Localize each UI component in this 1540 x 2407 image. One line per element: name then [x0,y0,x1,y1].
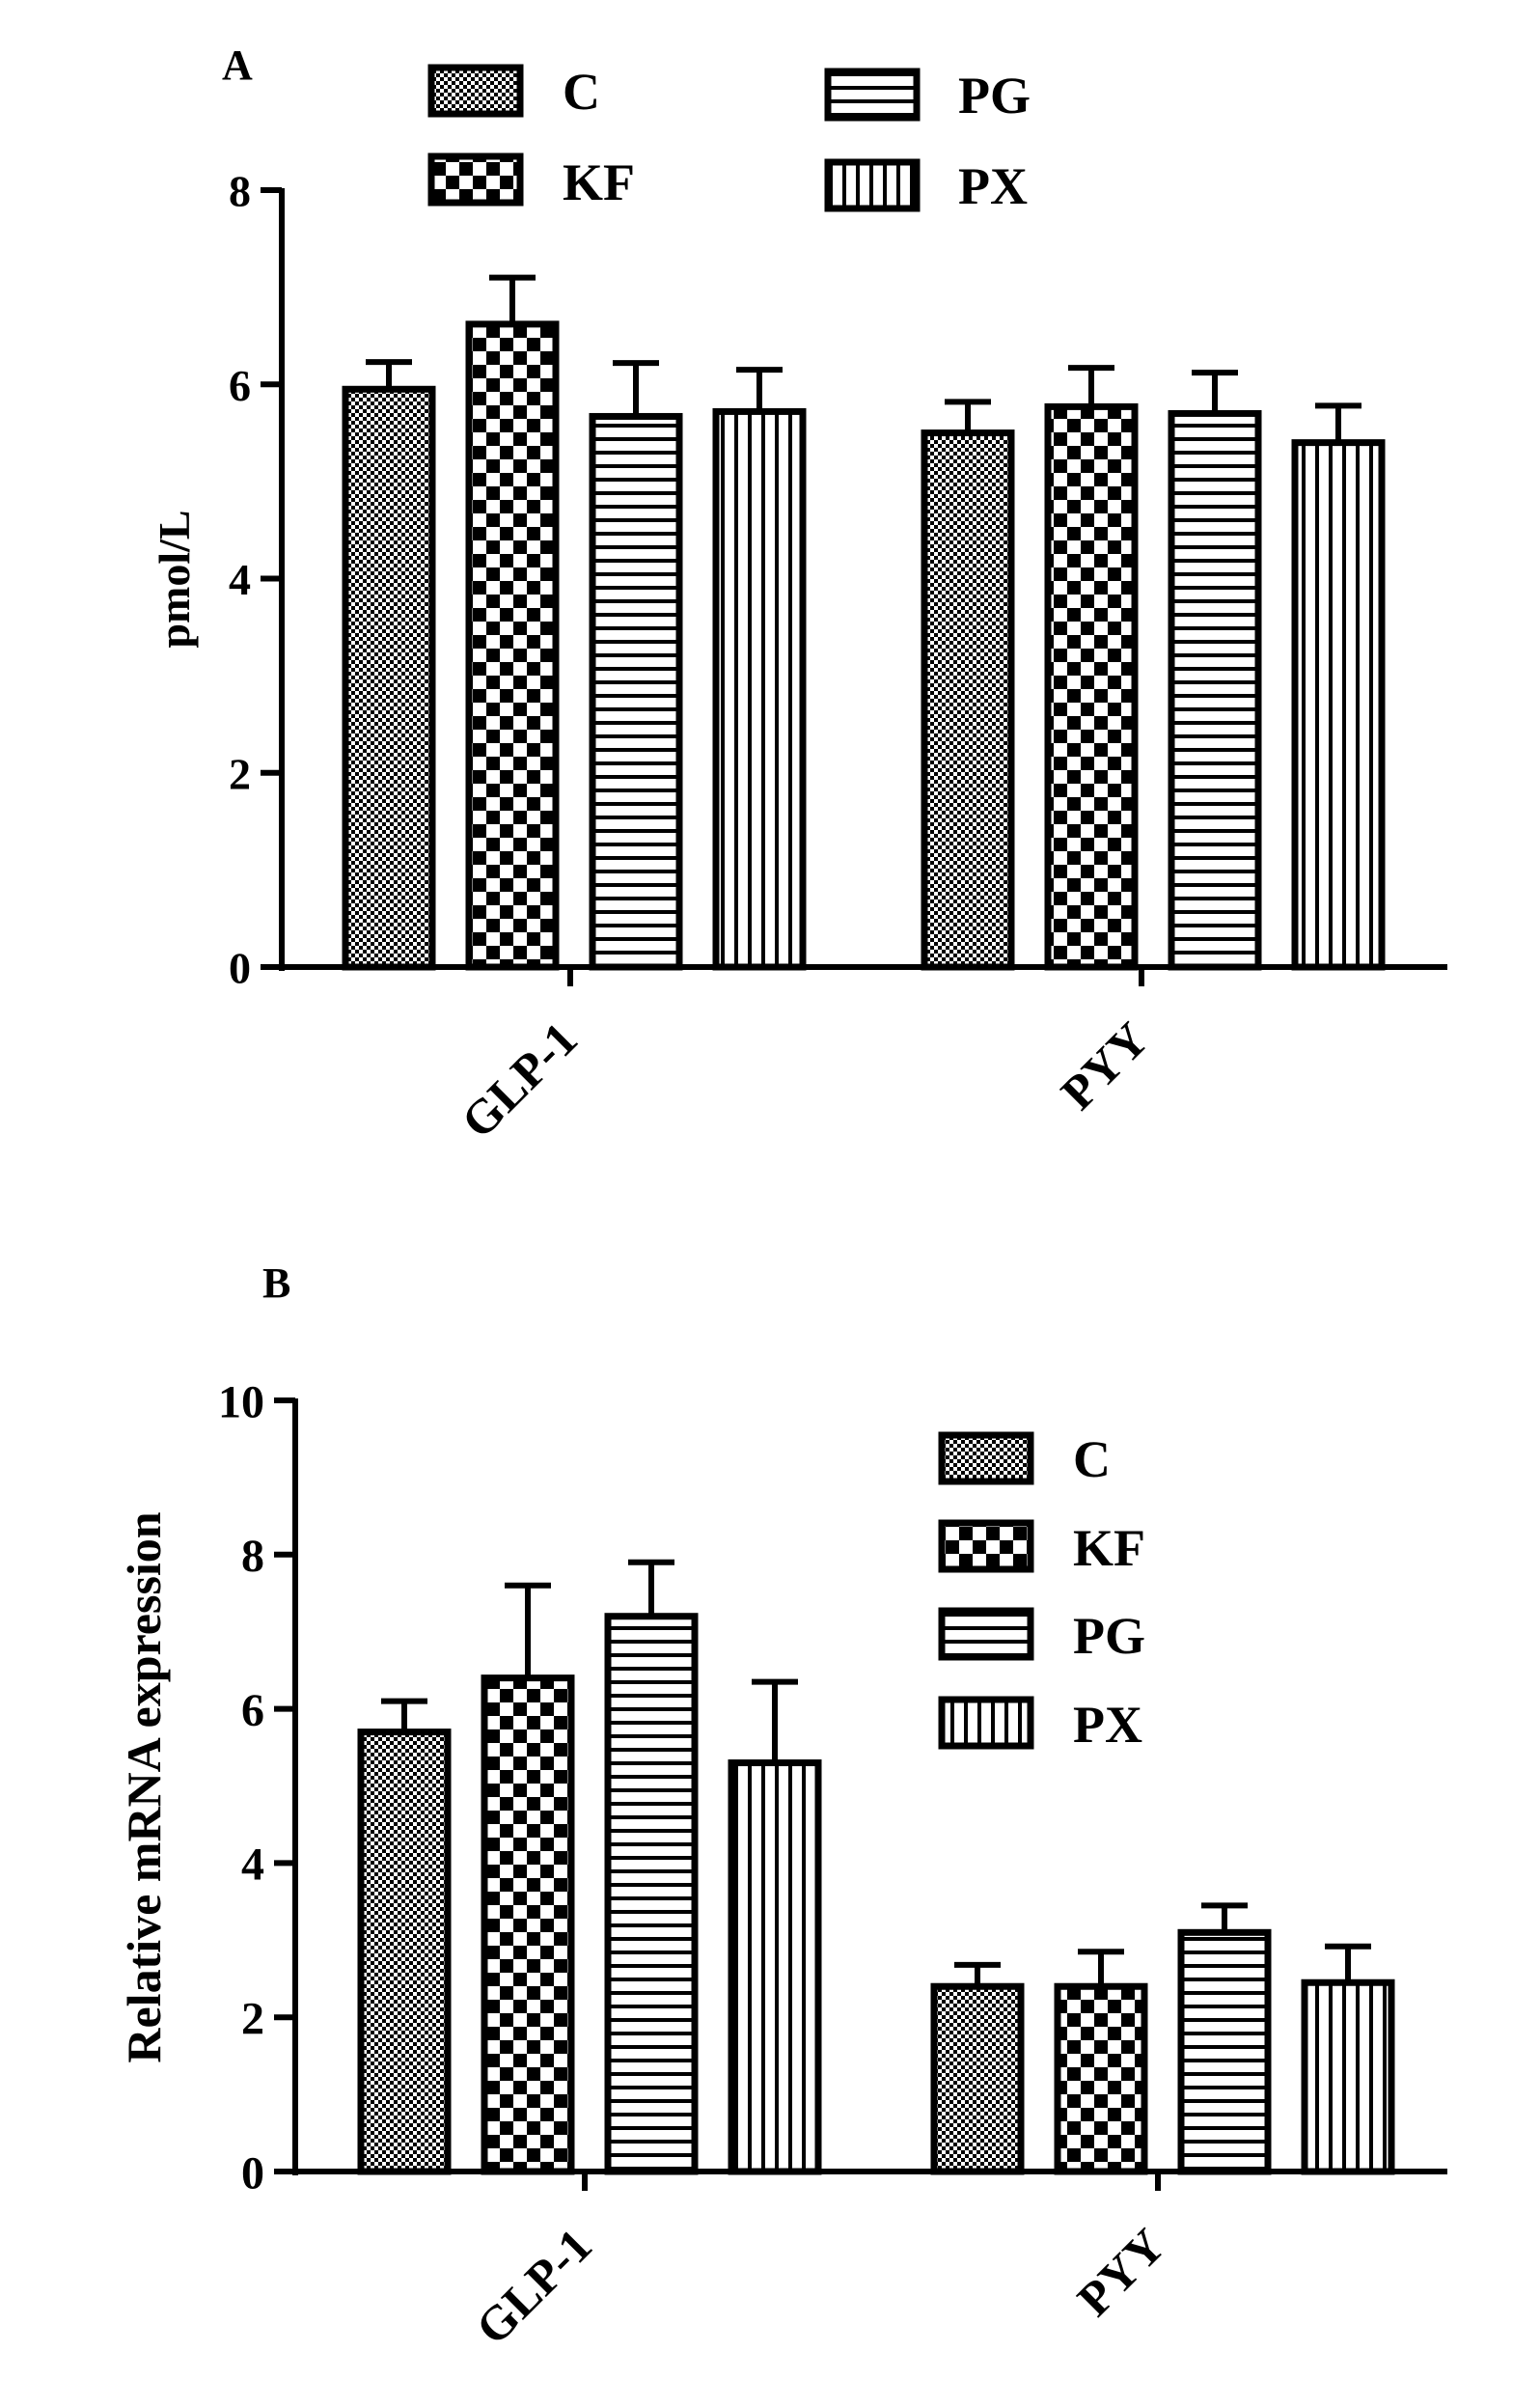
x-category-label: PYY [1051,1011,1159,1120]
bar-c-pyy [921,429,1015,971]
legend-label-px: PX [1073,1696,1142,1754]
bar-px-glp-1 [728,1759,822,2175]
legend-label-kf: KF [1073,1519,1145,1577]
legend-swatch-pg [824,68,921,122]
panel-b-plot: 0 2 4 6 8 10 GLP-1 PYY [218,1376,1447,2355]
panel-a-ylabel: pmol/L [150,510,199,648]
x-category-label: GLP-1 [451,1011,588,1148]
y-tick-label: 8 [229,167,251,216]
legend-label-c: C [563,63,600,121]
legend-label-c: C [1073,1430,1111,1488]
panel-a-label: A [222,42,253,89]
legend-label-kf: KF [563,153,635,211]
x-category-label: GLP-1 [465,2218,602,2355]
panel-b-label: B [262,1259,290,1307]
y-tick-label: 4 [229,555,251,604]
panel-a-plot: 0 2 4 6 8 GLP-1 PYY [229,167,1447,1148]
legend-swatch-c [938,1431,1034,1485]
y-tick-label: 6 [229,361,251,410]
legend-item-c: C [938,1430,1111,1488]
bar-pg-pyy [1177,1928,1272,2175]
legend-swatch-px [938,1696,1034,1750]
y-tick-label: 0 [229,944,251,993]
legend-item-kf: KF [427,152,635,211]
y-tick-label: 2 [241,1993,264,2044]
legend-item-px: PX [824,157,1028,215]
legend-item-kf: KF [938,1519,1145,1577]
panel-b-legend: C KF PG PX [938,1430,1145,1754]
bar-c-glp-1 [357,1729,452,2175]
bar-px-pyy [1291,439,1386,971]
y-tick-label: 0 [241,2147,264,2199]
y-tick-label: 6 [241,1685,264,1736]
y-tick-label: 10 [218,1376,264,1427]
bar-kf-pyy [1044,402,1139,971]
legend-item-pg: PG [938,1607,1145,1665]
bar-px-glp-1 [712,407,807,971]
legend-label-pg: PG [1073,1607,1145,1665]
legend-item-c: C [427,63,600,121]
bar-kf-glp-1 [465,320,560,971]
legend-label-pg: PG [958,67,1031,124]
panel-a: A pmol/L C KF PG PX [150,42,1447,1148]
bar-pg-pyy [1168,409,1262,971]
x-category-label: PYY [1067,2218,1175,2326]
panel-b-ylabel: Relative mRNA expression [117,1511,171,2062]
panel-a-legend: C KF PG PX [427,63,1031,215]
y-tick-label: 2 [229,749,251,798]
legend-item-px: PX [938,1696,1142,1754]
bar-c-glp-1 [342,385,436,971]
bar-px-pyy [1301,1978,1395,2175]
panel-b: B Relative mRNA expression C KF PG PX [117,1259,1447,2355]
y-tick-label: 4 [241,1840,264,1891]
bar-pg-glp-1 [589,412,683,971]
legend-swatch-pg [938,1607,1034,1661]
bar-kf-glp-1 [481,1674,575,2175]
legend-swatch-c [427,64,524,118]
bar-c-pyy [930,1982,1025,2175]
legend-swatch-kf [938,1519,1034,1573]
legend-swatch-px [824,158,921,212]
bar-pg-glp-1 [604,1613,699,2175]
y-tick-label: 8 [241,1531,264,1582]
legend-label-px: PX [958,157,1028,215]
legend-swatch-kf [427,152,524,207]
bar-kf-pyy [1054,1982,1148,2175]
legend-item-pg: PG [824,67,1031,124]
